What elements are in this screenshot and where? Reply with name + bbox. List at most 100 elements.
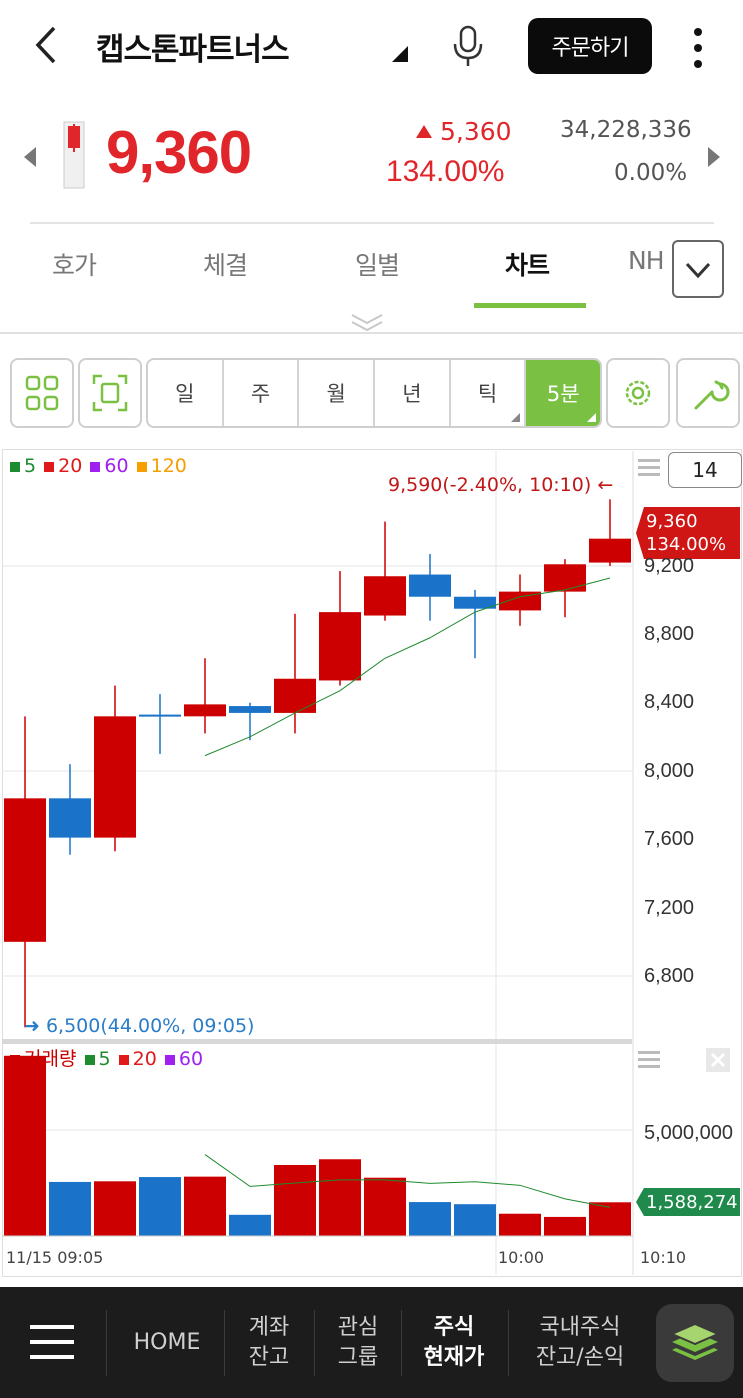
volume-bar [364,1177,406,1236]
low-annotation-text: 6,500(44.00%, 09:05) [45,1015,255,1037]
right-arrow-icon: ➜ [24,1015,40,1037]
candle-body [139,714,181,717]
legend-swatch [84,1055,95,1065]
volume-tag: 1,588,274 [636,1188,740,1216]
period-label: 틱 [477,382,498,406]
more-tabs-button[interactable] [672,240,724,298]
x-tick-label: 11/15 09:05 [6,1248,104,1267]
x-tick-label: 10:10 [640,1248,687,1267]
period-5min-button[interactable]: 5분 [526,360,600,426]
grid-layout-button[interactable] [10,358,74,428]
nav-divider [401,1310,402,1376]
x-tick-label: 10:00 [498,1248,545,1267]
tab-execution[interactable]: 체결 [203,251,248,280]
nav-home[interactable]: HOME [133,1329,201,1355]
nav-divider [224,1310,225,1376]
volume-ma5-line [204,1154,611,1208]
chevron-down-icon [685,262,711,279]
legend-volume: 거래량 [24,1048,77,1070]
legend-vol-ma5: 5 [98,1048,111,1070]
period-label: 5분 [546,382,580,406]
dropdown-triangle-icon[interactable] [392,46,408,62]
volume-bar [589,1202,631,1236]
volume-bar [94,1181,136,1236]
price-tag-value: 9,360 [646,511,698,532]
menu-icon[interactable] [30,1323,76,1361]
volume-bar [229,1214,271,1236]
chart-canvas[interactable] [0,449,743,1277]
order-button[interactable]: 주문하기 [528,18,652,74]
volume-y-tick: 5,000,000 [644,1122,733,1144]
period-label: 주 [250,382,271,406]
microphone-icon[interactable] [450,24,486,68]
price-tag-percent: 134.00% [646,534,727,555]
up-triangle-icon [416,125,432,138]
tab-nh[interactable]: NH [628,246,664,275]
divider [30,222,714,224]
legend-swatch [164,1055,175,1065]
y-tick-label: 8,800 [644,623,695,645]
period-tick-button[interactable]: 틱 [451,360,527,426]
bottom-nav [0,1287,743,1398]
period-day-button[interactable]: 일 [148,360,224,426]
price-change-value: 5,360 [440,117,512,146]
tab-hoga[interactable]: 호가 [52,251,97,280]
layers-icon[interactable] [656,1304,734,1382]
corner-triangle-icon [587,413,597,422]
chart-settings-button[interactable] [606,358,670,428]
nav-divider [106,1310,107,1376]
legend-swatch [44,462,55,472]
stock-name[interactable]: 캡스톤파트너스 [96,32,290,68]
left-arrow-icon: ← [597,474,614,496]
fullscreen-icon [92,374,128,412]
legend-ma120: 120 [150,455,187,477]
nav-watch-group[interactable]: 관심 그룹 [337,1314,379,1370]
volume-bar [454,1204,496,1236]
ma-legend: 5 20 60 120 [8,455,187,477]
nav-domestic-balance[interactable]: 국내주식 잔고/손익 [535,1314,625,1370]
legend-swatch [136,462,147,472]
period-label: 월 [326,382,346,406]
grid-icon [25,375,59,411]
candle-body [454,596,496,609]
expand-chevron-icon[interactable] [348,312,386,332]
period-year-button[interactable]: 년 [375,360,451,426]
y-tick-label: 9,200 [644,555,695,577]
candle-body [319,612,361,681]
volume-bar [319,1159,361,1236]
hamburger-small-icon[interactable] [638,458,660,478]
volume-bar [4,1055,46,1236]
tab-daily[interactable]: 일별 [355,251,400,280]
current-price: 9,360 [106,119,252,186]
hamburger-small-icon[interactable] [638,1050,660,1070]
y-tick-label: 7,600 [644,828,695,850]
active-tab-indicator [474,303,586,308]
period-month-button[interactable]: 월 [299,360,376,426]
nav-account-balance[interactable]: 계좌 잔고 [248,1314,290,1370]
tab-chart[interactable]: 차트 [505,251,550,280]
ma5-line [204,577,611,757]
chart-frame [2,449,742,1277]
close-pane-icon[interactable] [706,1048,730,1072]
price-change: 5,360 [416,117,512,146]
nav-divider [314,1310,315,1376]
y-tick-label: 8,000 [644,760,695,782]
fullscreen-button[interactable] [78,358,142,428]
candle-count-box[interactable]: 14 [668,452,742,488]
volume-bar [544,1216,586,1236]
candle-body [409,574,451,597]
volume-percent: 0.00% [614,160,688,186]
back-icon[interactable] [28,22,64,68]
period-label: 년 [402,382,422,406]
prev-stock-arrow-icon[interactable] [24,147,36,167]
period-week-button[interactable]: 주 [224,360,300,426]
kebab-menu-icon[interactable] [688,26,708,70]
legend-ma5: 5 [24,455,37,477]
low-annotation: ➜ 6,500(44.00%, 09:05) [24,1015,254,1037]
chart-tools-button[interactable] [676,358,740,428]
high-annotation-text: 9,590(-2.40%, 10:10) [388,474,592,496]
high-annotation: 9,590(-2.40%, 10:10) ← [388,474,613,496]
nav-stock-price[interactable]: 주식 현재가 [423,1314,485,1370]
legend-swatch [10,462,20,472]
next-stock-arrow-icon[interactable] [708,147,720,167]
